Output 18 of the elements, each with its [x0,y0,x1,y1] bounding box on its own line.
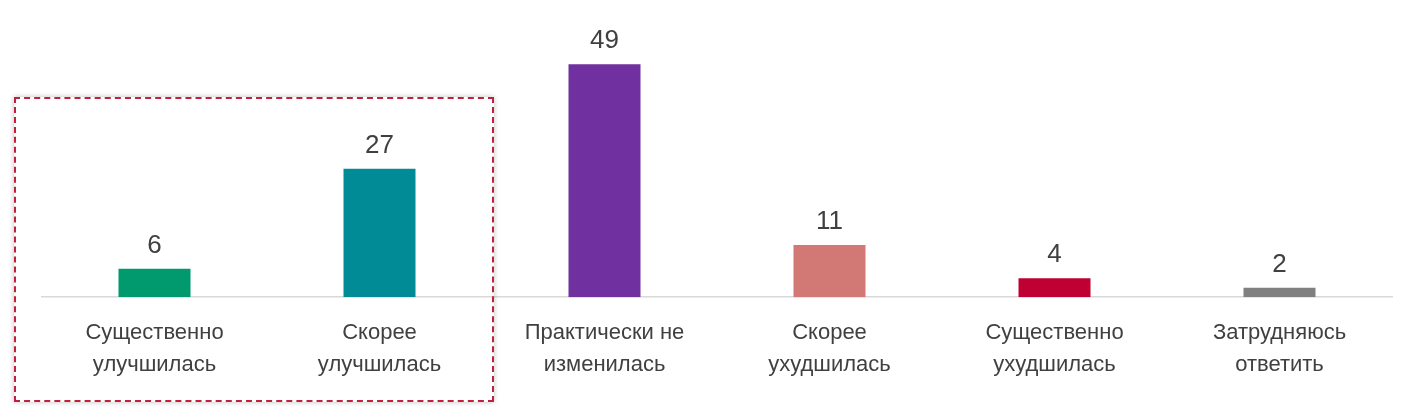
x-tick-label: Существенно улучшилась [85,319,224,377]
bar [1018,278,1091,298]
x-tick-label: Скорее улучшилась [317,319,442,377]
x-tick-label: Затрудняюсь ответить [1212,319,1347,377]
bar [793,244,866,298]
data-label: 11 [816,205,843,236]
data-label: 49 [590,24,619,55]
data-label: 6 [147,228,162,259]
x-tick-label: Скорее ухудшилась [768,319,891,377]
x-tick-label: Практически не изменилась [524,319,685,377]
bar [568,64,641,298]
data-label: 27 [365,129,394,160]
data-label: 2 [1272,247,1287,278]
bar [1243,287,1316,298]
bar [343,168,416,298]
x-tick-label: Существенно ухудшилась [985,319,1124,377]
bar [118,268,191,298]
data-label: 4 [1047,238,1062,269]
